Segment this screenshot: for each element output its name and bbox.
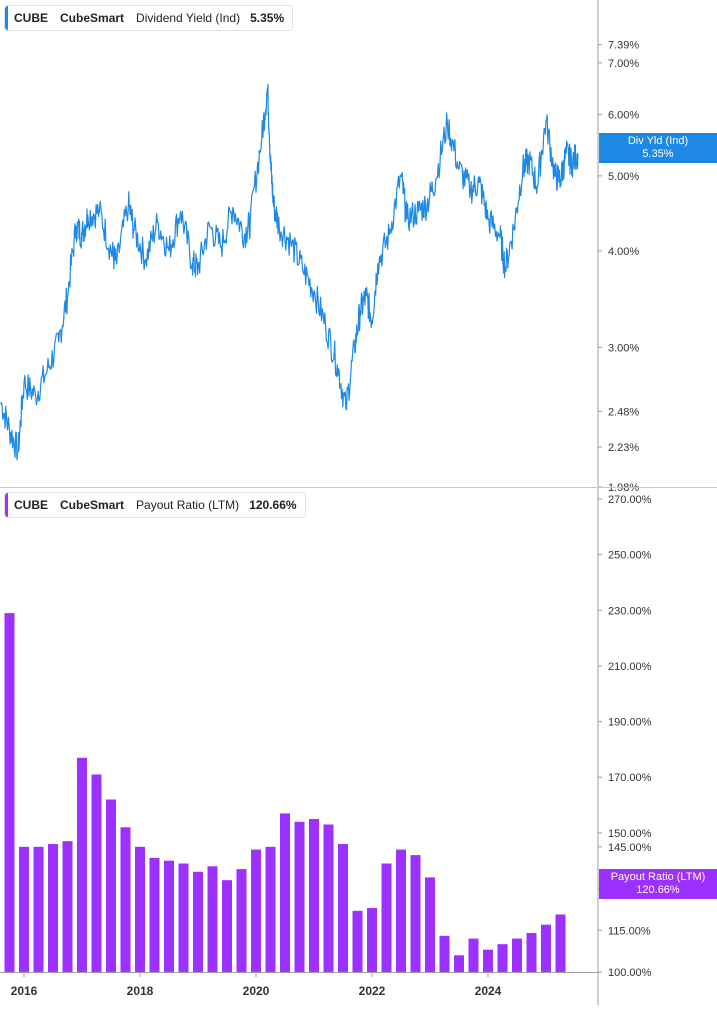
payout-bar [294,821,305,972]
payout-bar [280,813,290,972]
payout-bar [236,869,247,972]
legend-ticker: CUBE [14,11,49,25]
dividend-yield-end-tag: Div Yld (Ind) 5.35% [599,133,717,163]
y-tick-label: 6.00% [608,110,639,122]
payout-bar [425,877,435,972]
payout-bar [454,955,464,972]
y-tick-label: 210.00% [608,661,652,673]
payout-bar [497,944,508,972]
payout-bar [265,846,276,972]
payout-bar [381,863,392,972]
payout-bar [555,914,566,972]
payout-bar [512,938,522,972]
payout-bar [251,849,261,972]
legend-value: 120.66% [249,498,297,512]
x-tick-label: 2020 [243,984,270,998]
y-tick-label: 190.00% [608,717,652,729]
payout-bar [468,938,479,972]
tag-label: Payout Ratio (LTM) [610,871,706,883]
payout-bar [309,819,319,972]
payout-bar [483,949,493,972]
payout-bar [135,846,145,972]
payout-bar [62,841,73,972]
payout-bar [222,880,232,972]
y-tick-label: 100.00% [608,967,652,979]
y-tick-label: 150.00% [608,828,652,840]
x-axis: 2016 2018 2020 2022 2024 [0,972,598,998]
series-swatch [5,493,8,517]
payout-bar [106,799,116,972]
y-tick-label: 2.48% [608,406,639,418]
x-tick-label: 2018 [127,984,154,998]
payout-bar [352,910,363,972]
payout-ratio-end-tag: Payout Ratio (LTM) 120.66% [599,869,717,899]
tag-label: Div Yld (Ind) [627,135,689,147]
payout-bar [91,774,102,972]
payout-bar [526,933,537,972]
payout-bar [48,844,58,972]
y-tick-label: 4.00% [608,246,639,258]
payout-bar [19,846,29,972]
x-tick-label: 2022 [359,984,386,998]
payout-bar [120,827,131,972]
payout-bar [77,757,87,972]
payout-bar [193,871,203,972]
series-swatch [5,6,8,30]
legend-value: 5.35% [250,11,285,25]
legend-ticker: CUBE [14,498,49,512]
y-tick-label: 115.00% [608,925,651,937]
y-tick-label: 5.00% [608,171,639,183]
dividend-yield-legend: CUBE CubeSmart Dividend Yield (Ind) 5.35… [4,5,294,31]
legend-metric: Payout Ratio (LTM) [136,498,240,512]
payout-bar [396,849,406,972]
y-tick-label: 2.23% [608,442,639,454]
payout-bar [410,855,421,972]
dividend-yield-line [0,83,579,461]
legend-company: CubeSmart [60,498,125,512]
y-tick-label: 270.00% [608,494,652,506]
x-tick-label: 2024 [475,984,502,998]
payout-bar [33,846,44,972]
y-tick-label: 7.39% [608,40,639,52]
payout-ratio-legend: CUBE CubeSmart Payout Ratio (LTM) 120.66… [4,492,306,518]
tag-value: 120.66% [636,884,680,896]
payout-bar [367,908,377,972]
payout-bar [338,844,348,972]
y-tick-label: 7.00% [608,58,639,70]
y-tick-label: 145.00% [608,842,652,854]
payout-bar [164,860,174,972]
payout-bar [439,935,450,972]
payout-bar [4,613,15,972]
payout-bar [541,924,551,972]
tag-value: 5.35% [642,148,674,160]
payout-bar [323,824,334,972]
x-tick-label: 2016 [11,984,38,998]
payout-ratio-panel: 270.00% 250.00% 230.00% 210.00% 190.00% 170.0… [4,494,652,979]
y-tick-label: 3.00% [608,342,639,354]
y-tick-label: 230.00% [608,605,652,617]
y-tick-label: 250.00% [608,550,652,562]
dividend-yield-panel: 7.39% 7.00% 6.00% 5.00% 4.00% 3.00% 2.48% 2.23%… [0,40,639,494]
payout-bar [207,866,218,972]
payout-bar [178,863,189,972]
y-tick-label: 170.00% [608,772,652,784]
legend-metric: Dividend Yield (Ind) [136,11,241,25]
legend-company: CubeSmart [60,11,125,25]
payout-bar [149,857,160,972]
